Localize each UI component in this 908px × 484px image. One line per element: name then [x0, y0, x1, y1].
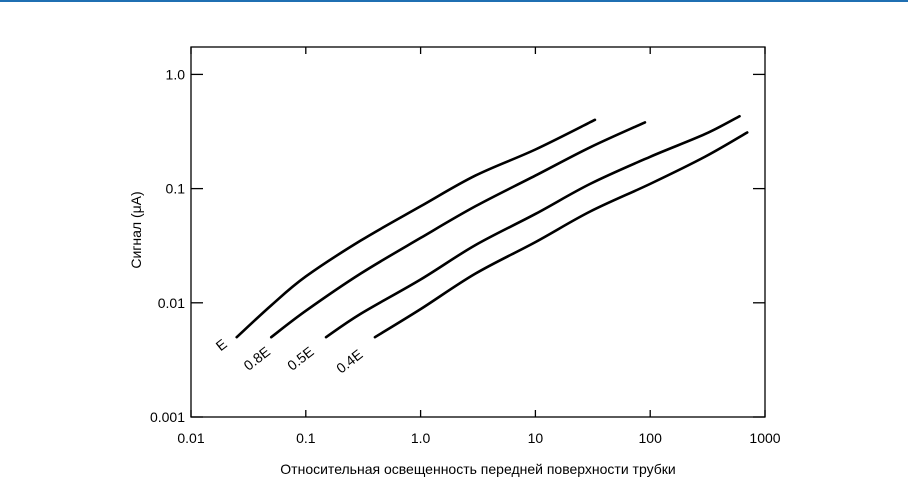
curve-4: [373, 131, 749, 339]
y-tick-label-2: 0.1: [166, 181, 186, 197]
plot-frame: [190, 46, 766, 418]
curve-2: [269, 121, 647, 339]
data-curves: [235, 114, 749, 339]
y-tick-label-3: 1.0: [166, 66, 186, 82]
curve-3: [324, 114, 741, 339]
curve-label-3: 0.5E: [284, 343, 317, 373]
axis-tick-labels: 0.01 0.1 1.0 10 100 1000 0.001 0.01 0.1 1.0: [150, 66, 781, 446]
x-tick-label-0: 0.01: [177, 430, 204, 446]
x-tick-label-1: 0.1: [296, 430, 316, 446]
y-tick-label-0: 0.001: [150, 409, 185, 425]
x-tick-label-4: 100: [639, 430, 663, 446]
curve-labels: E 0.8E 0.5E 0.4E: [213, 336, 366, 377]
x-tick-label-2: 1.0: [411, 430, 431, 446]
x-tick-label-3: 10: [528, 430, 544, 446]
y-tick-label-1: 0.01: [158, 295, 185, 311]
curve-label-1: E: [213, 336, 230, 354]
x-axis-label: Относительная освещенность передней пове…: [280, 461, 675, 477]
curve-label-2: 0.8E: [241, 343, 274, 373]
top-accent-rule: [0, 0, 908, 2]
curve-label-4: 0.4E: [333, 346, 366, 376]
x-tick-label-5: 1000: [749, 430, 780, 446]
y-axis-label: Сигнал (μA): [128, 191, 144, 268]
axis-ticks: [190, 47, 766, 418]
curve-1: [235, 118, 597, 339]
